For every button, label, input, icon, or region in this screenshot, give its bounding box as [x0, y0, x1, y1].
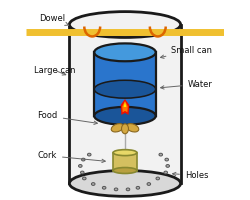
Polygon shape — [124, 102, 126, 107]
Ellipse shape — [113, 150, 137, 156]
Ellipse shape — [165, 158, 168, 161]
Ellipse shape — [80, 171, 84, 174]
Text: Dowel: Dowel — [40, 14, 69, 25]
Text: Food: Food — [38, 111, 97, 124]
Ellipse shape — [136, 186, 140, 189]
Text: Small can: Small can — [160, 46, 212, 58]
Ellipse shape — [94, 43, 156, 61]
Ellipse shape — [82, 177, 86, 180]
Ellipse shape — [92, 183, 95, 185]
Ellipse shape — [94, 80, 156, 98]
Ellipse shape — [88, 153, 91, 156]
Ellipse shape — [156, 177, 160, 180]
Text: Large can: Large can — [34, 66, 75, 75]
Text: Cork: Cork — [38, 151, 105, 163]
Ellipse shape — [102, 186, 106, 189]
Text: Holes: Holes — [172, 171, 208, 180]
Polygon shape — [122, 101, 128, 112]
Ellipse shape — [122, 124, 128, 134]
Ellipse shape — [147, 183, 150, 185]
Ellipse shape — [159, 153, 162, 156]
Text: Water: Water — [160, 80, 212, 89]
Bar — [94, 52, 156, 116]
Ellipse shape — [70, 171, 180, 196]
Ellipse shape — [164, 171, 168, 174]
Ellipse shape — [70, 12, 180, 37]
Bar — [70, 25, 180, 183]
Ellipse shape — [114, 188, 118, 191]
Ellipse shape — [78, 165, 82, 167]
Ellipse shape — [126, 188, 130, 191]
Bar — [113, 153, 137, 171]
Ellipse shape — [166, 165, 170, 167]
Ellipse shape — [113, 168, 137, 173]
Ellipse shape — [111, 124, 124, 132]
Ellipse shape — [126, 124, 139, 132]
Ellipse shape — [94, 107, 156, 125]
Polygon shape — [121, 99, 129, 115]
Ellipse shape — [82, 158, 85, 161]
